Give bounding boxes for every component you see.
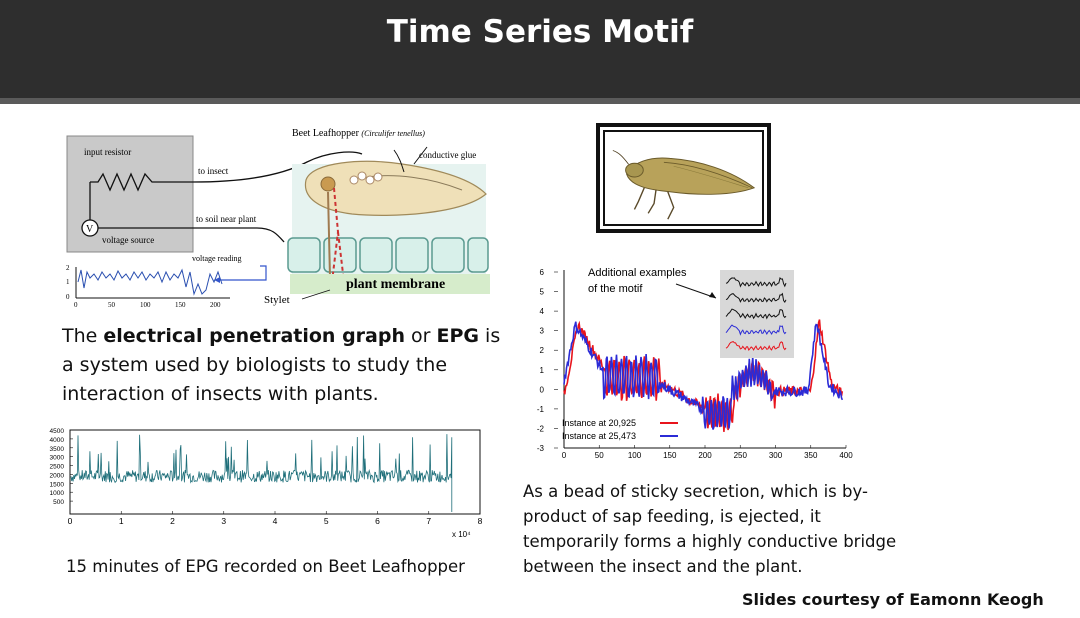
stylet-label: Stylet (264, 294, 290, 306)
epg-y-tick: 3500 (50, 446, 65, 453)
motif-y-tick: 6 (540, 268, 545, 277)
epg-term: electrical penetration graph (103, 325, 405, 347)
conductive-glue-label: conductive glue (419, 150, 476, 160)
epg-description: The electrical penetration graph or EPG … (62, 325, 501, 405)
leafhopper-illustration (612, 150, 756, 220)
motif-y-tick: 1 (540, 366, 545, 375)
motif-x-tick: 100 (628, 451, 642, 460)
svg-text:V: V (86, 224, 94, 235)
slide-credit: Slides courtesy of Eamonn Keogh (742, 590, 1044, 609)
motif-annotation-line2: of the motif (588, 283, 643, 295)
motif-legend: Instance at 20,925 Instance at 25,473 (562, 418, 678, 441)
input-resistor-label: input resistor (84, 147, 131, 157)
epg-x-tick: 5 (324, 516, 329, 526)
motif-y-tick: 2 (540, 346, 545, 355)
epg-plot-frame (69, 429, 481, 515)
motif-examples-inset (720, 270, 794, 358)
to-soil-label: to soil near plant (196, 214, 257, 224)
epg-signal-line (70, 434, 453, 512)
motif-y-tick: 0 (540, 385, 545, 394)
motif-y-tick: 3 (540, 327, 545, 336)
motif-example-line (725, 292, 787, 304)
wire-to-soil (193, 227, 285, 243)
diagram-title: Beet Leafhopper (Circulifer tenellus) (292, 128, 425, 139)
epg-x-tick: 1 (119, 516, 124, 526)
motif-example-line (725, 308, 787, 320)
motif-x-tick: 300 (769, 451, 783, 460)
epg-y-tick: 4000 (50, 437, 65, 444)
epg-y-tick: 2000 (50, 472, 65, 479)
voltage-source-label: voltage source (102, 235, 154, 245)
motif-series-instance-25473 (563, 321, 844, 430)
motif-y-tick: -3 (537, 444, 545, 453)
legend-label-1: Instance at 25,473 (562, 431, 636, 441)
motif-annotation-line1: Additional examples (588, 267, 687, 279)
svg-text:100: 100 (140, 301, 151, 309)
epg-y-tick: 1000 (50, 490, 65, 497)
epg-x-tick: 7 (426, 516, 431, 526)
motif-x-tick: 350 (804, 451, 818, 460)
motif-y-tick: -2 (537, 424, 545, 433)
to-insect-label: to insect (198, 166, 229, 176)
slide-title: Time Series Motif (386, 14, 694, 50)
svg-text:50: 50 (108, 301, 116, 309)
epg-apparatus-diagram: input resistor V voltage source to insec… (66, 128, 490, 309)
motif-x-tick: 150 (663, 451, 677, 460)
epg-x-tick: 8 (478, 516, 483, 526)
motif-x-tick: 0 (562, 451, 567, 460)
svg-text:150: 150 (175, 301, 186, 309)
epg-abbrev: EPG (436, 325, 480, 347)
epg-caption: 15 minutes of EPG recorded on Beet Leafh… (66, 557, 465, 576)
epg-x-tick: 3 (221, 516, 226, 526)
secretion-description: As a bead of sticky secretion, which is … (523, 482, 897, 576)
epg-y-tick: 2500 (50, 464, 65, 471)
epg-x-multiplier: x 10⁴ (452, 530, 471, 539)
plant-membrane-label: plant membrane (346, 277, 445, 292)
plant-cells (287, 237, 489, 273)
resistor-symbol (90, 172, 193, 192)
motif-example-line (725, 324, 787, 336)
epg-y-tick: 500 (53, 499, 64, 506)
leafhopper-photo (596, 123, 771, 233)
motif-chart: 6 5 4 3 2 1 0 -1 -2 -3 0 50 100 150 200 250 300 350 400 A… (537, 267, 853, 460)
epg-y-tick: 4500 (50, 428, 65, 435)
voltage-mini-plot: 2 1 0 0 50 100 150 200 (66, 264, 230, 309)
epg-y-tick: 1500 (50, 481, 65, 488)
epg-x-tick: 0 (68, 516, 73, 526)
motif-example-line (725, 277, 787, 288)
title-bar: Time Series Motif (0, 0, 1080, 104)
motif-y-tick: 5 (540, 288, 545, 297)
epg-x-tick: 2 (170, 516, 175, 526)
svg-text:0: 0 (74, 301, 78, 309)
motif-x-tick: 200 (698, 451, 712, 460)
motif-example-line (725, 341, 787, 351)
legend-label-0: Instance at 20,925 (562, 418, 636, 428)
epg-y-tick: 3000 (50, 455, 65, 462)
svg-text:2: 2 (66, 264, 70, 272)
motif-x-tick: 50 (595, 451, 604, 460)
svg-text:0: 0 (66, 293, 70, 301)
stylet-path (331, 187, 345, 283)
motif-y-tick: -1 (537, 405, 545, 414)
voltage-reading-label: voltage reading (192, 254, 242, 263)
motif-x-tick: 400 (839, 451, 853, 460)
svg-text:1: 1 (66, 278, 70, 286)
epg-x-tick: 6 (375, 516, 380, 526)
motif-y-tick: 4 (540, 307, 545, 316)
motif-x-tick: 250 (734, 451, 748, 460)
epg-x-tick: 4 (273, 516, 278, 526)
svg-text:200: 200 (210, 301, 221, 309)
